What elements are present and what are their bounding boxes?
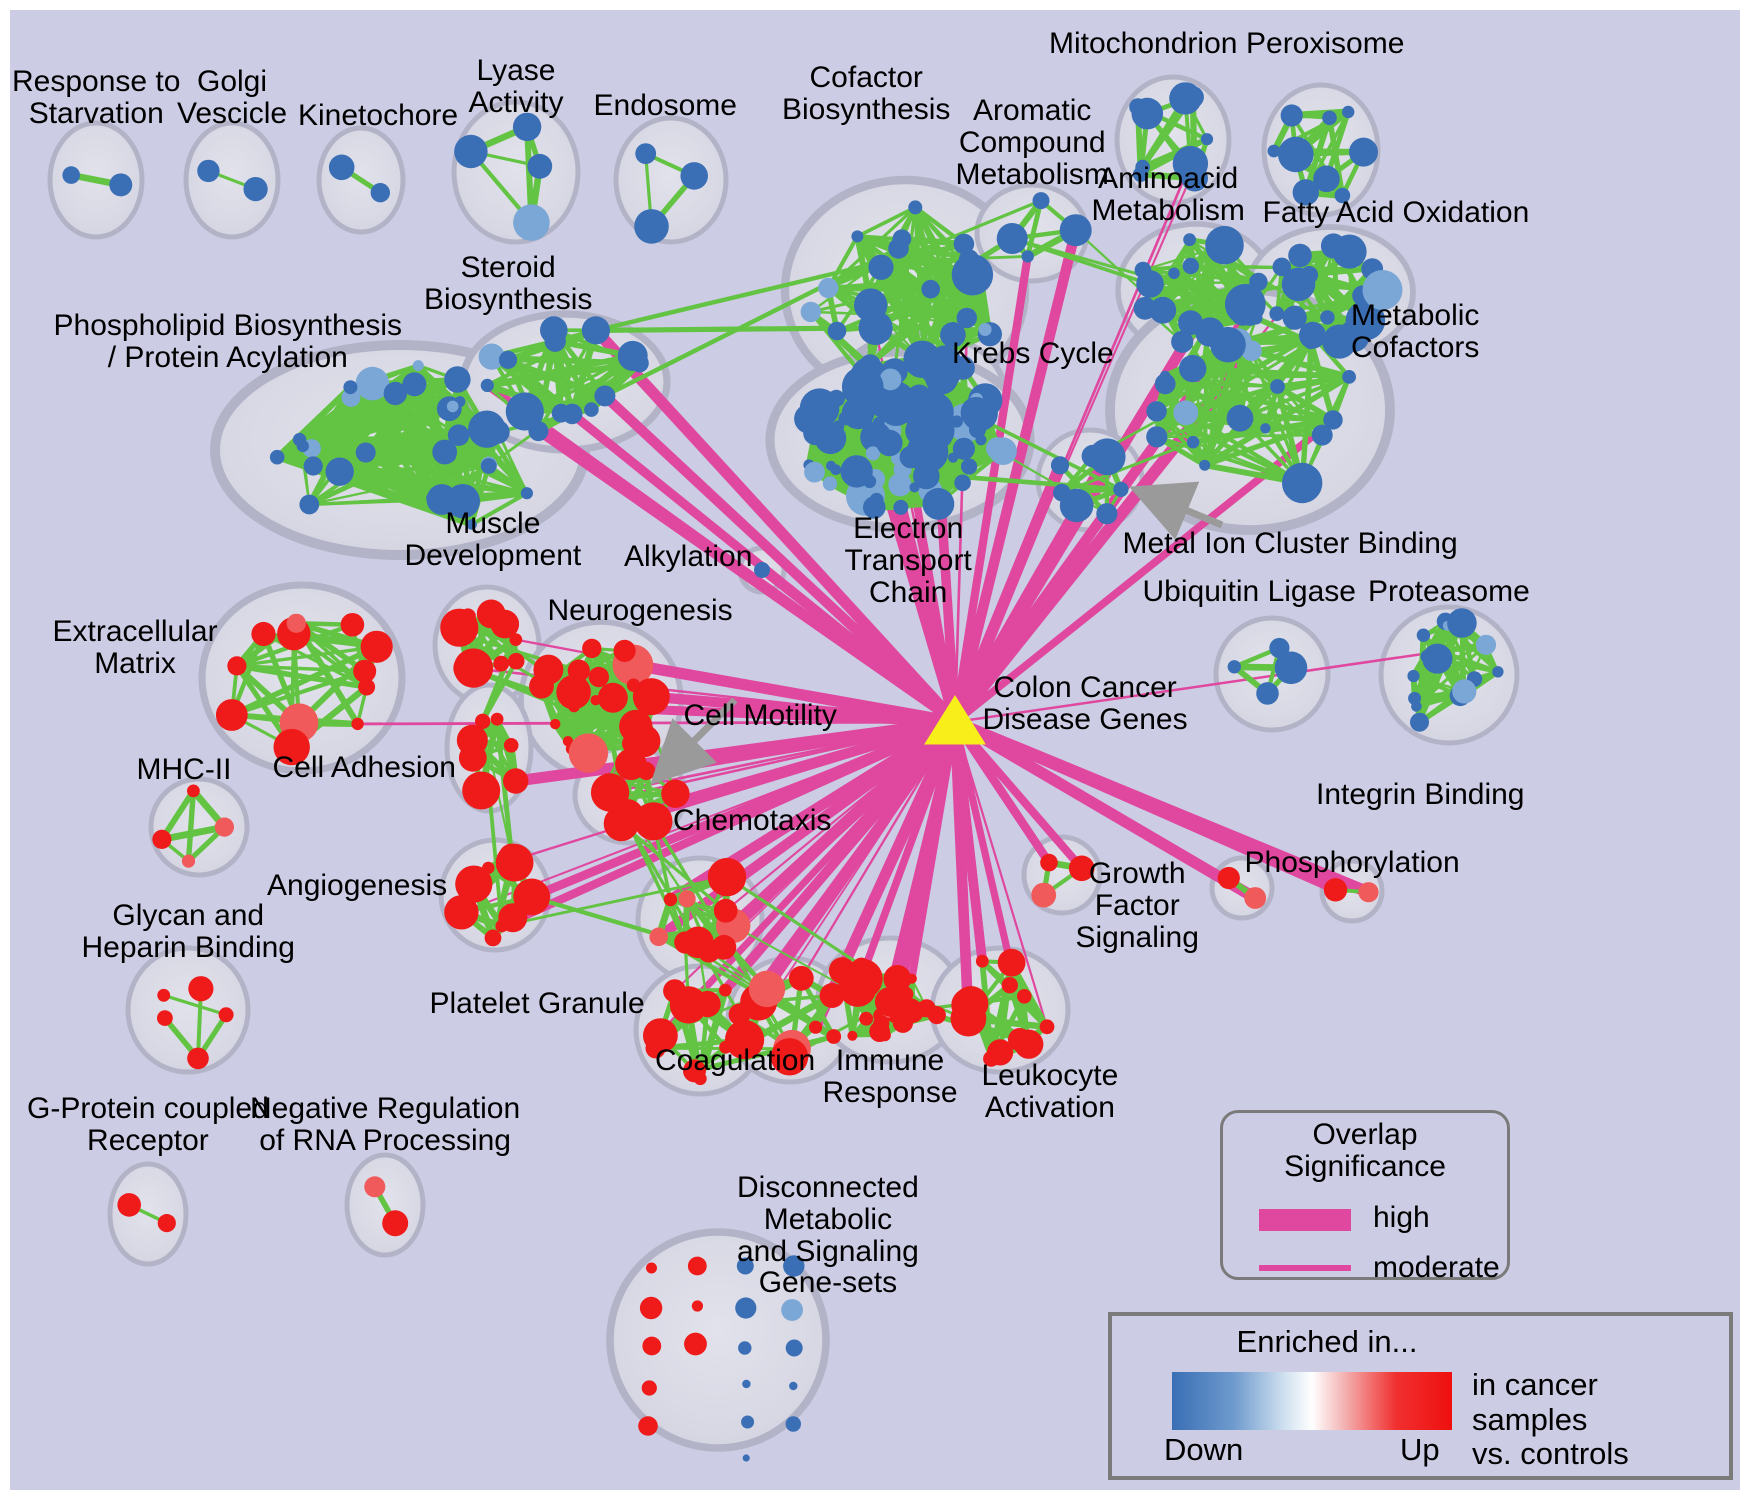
cluster-label-metabolic-cofactors: Metabolic Cofactors [1351, 299, 1480, 364]
arrow-cell-motility [650, 697, 738, 785]
cluster-label-mhc-ii: MHC-II [136, 753, 232, 786]
cluster-label-cell-adhesion: Cell Adhesion [272, 751, 456, 784]
hub-label: Colon Cancer Disease Genes [982, 671, 1188, 736]
high-significance-swatch [1259, 1209, 1351, 1231]
cluster-label-chemotaxis: Chemotaxis [673, 804, 832, 837]
note-line1: in cancer [1472, 1367, 1598, 1402]
overlap-legend-title: Overlap Significance [1223, 1118, 1507, 1184]
gene-set-nodes [62, 82, 1504, 1462]
cluster-label-leukocyte-activation: Leukocyte Activation [981, 1059, 1119, 1124]
cluster-label-proteasome: Proteasome [1368, 575, 1530, 608]
arrow-metal-ion [1129, 481, 1224, 540]
cluster-label-platelet-granule: Platelet Granule [429, 987, 645, 1020]
cluster-label-immune-response: Immune Response [822, 1044, 958, 1109]
colorbar-down-label: Down [1164, 1432, 1244, 1467]
enrichment-colorbar [1172, 1372, 1452, 1430]
callout-arrows [650, 481, 1224, 785]
cluster-label-muscle-development: Muscle Development [404, 507, 582, 572]
cluster-label-g-protein-coupled-receptor: G-Protein coupled Receptor [27, 1092, 269, 1157]
cluster-label-response-to-starvation: Response to Starvation [12, 65, 181, 130]
enrichment-legend-title: Enriched in... [1236, 1324, 1418, 1359]
cluster-label-coagulation: Coagulation [655, 1044, 816, 1077]
enrichment-legend-note: in cancer samples vs. controls [1472, 1367, 1730, 1472]
cluster-label-electron-transport-chain: Electron Transport Chain [844, 512, 972, 609]
cluster-label-golgi-vescicle: Golgi Vescicle [177, 65, 288, 130]
overlap-significance-legend: Overlap Significance high moderate [1220, 1110, 1510, 1284]
cluster-label-kinetochore: Kinetochore [298, 99, 459, 132]
cluster-label-cofactor-biosynthesis: Cofactor Biosynthesis [782, 61, 951, 126]
overlap-title-line1: Overlap [1312, 1118, 1418, 1151]
cluster-label-fatty-acid-oxidation: Fatty Acid Oxidation [1262, 196, 1530, 229]
cluster-label-phosphorylation: Phosphorylation [1244, 846, 1460, 879]
cluster-label-steroid-biosynthesis: Steroid Biosynthesis [424, 251, 593, 316]
cluster-label-cell-motility: Cell Motility [683, 699, 837, 732]
cluster-label-metal-ion-cluster-binding: Metal Ion Cluster Binding [1122, 527, 1458, 560]
note-line3: vs. controls [1472, 1436, 1629, 1472]
moderate-significance-label: moderate [1373, 1251, 1500, 1284]
cluster-label-mitochondrion: Mitochondrion [1049, 27, 1238, 60]
cluster-label-integrin-binding: Integrin Binding [1316, 778, 1525, 811]
cluster-label-aromatic-compound-metabolism: Aromatic Compound Metabolism [955, 94, 1109, 191]
cluster-label-lyase-activity: Lyase Activity [468, 54, 564, 119]
cluster-label-aminoacid-metabolism: Aminoacid Metabolism [1091, 162, 1245, 227]
cluster-label-angiogenesis: Angiogenesis [267, 869, 448, 902]
cluster-label-neurogenesis: Neurogenesis [547, 594, 733, 627]
cluster-label-growth-factor-signaling: Growth Factor Signaling [1075, 857, 1199, 954]
cluster-label-phospholipid-biosynthesis: Phospholipid Biosynthesis / Protein Acyla… [53, 309, 403, 374]
colon-cancer-hub-triangle[interactable] [924, 695, 986, 745]
cluster-label-endosome: Endosome [593, 89, 737, 122]
moderate-significance-swatch [1259, 1265, 1351, 1271]
enrichment-legend: Enriched in... Down Up in cancer samples… [1108, 1312, 1733, 1480]
cluster-label-alkylation: Alkylation [624, 540, 753, 573]
cluster-label-glycan-heparin-binding: Glycan and Heparin Binding [81, 899, 295, 964]
cluster-label-krebs-cycle: Krebs Cycle [952, 337, 1114, 370]
overlap-title-line2: Significance [1284, 1150, 1446, 1184]
colorbar-up-label: Up [1400, 1432, 1440, 1467]
cluster-label-peroxisome: Peroxisome [1246, 27, 1405, 60]
cluster-label-ubiquitin-ligase: Ubiquitin Ligase [1142, 575, 1356, 608]
cluster-label-extracellular-matrix: Extracellular Matrix [52, 615, 218, 680]
high-significance-label: high [1373, 1201, 1430, 1234]
cluster-label-negative-regulation-rna-processing: Negative Regulation of RNA Processing [250, 1092, 521, 1157]
note-line2: samples [1472, 1401, 1588, 1437]
hub-node[interactable] [924, 695, 986, 745]
cluster-label-disconnected-gene-sets: Disconnected Metabolic and Signaling Gene-s… [737, 1171, 919, 1300]
